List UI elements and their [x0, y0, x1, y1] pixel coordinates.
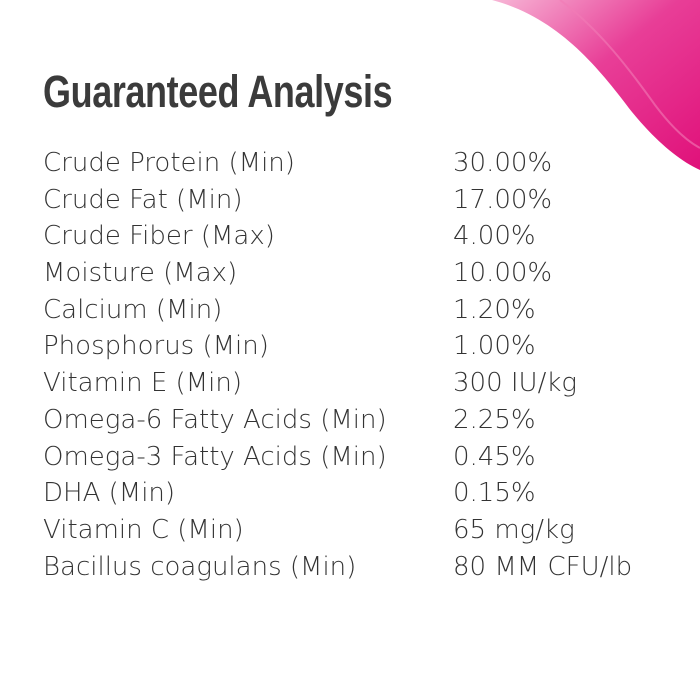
nutrient-name: Vitamin E (Min): [43, 368, 242, 399]
nutrient-value: 10.00%: [453, 258, 553, 289]
table-row: Phosphorus (Min) 1.00%: [0, 328, 700, 365]
nutrient-value: 17.00%: [453, 184, 553, 215]
table-row: Vitamin C (Min) 65 mg/kg: [0, 512, 700, 549]
table-row: Crude Fiber (Max) 4.00%: [0, 218, 700, 255]
nutrient-value: 0.15%: [453, 478, 536, 509]
table-row: Vitamin E (Min) 300 IU/kg: [0, 365, 700, 402]
swoosh-shape: [492, 0, 700, 170]
table-row: DHA (Min) 0.15%: [0, 475, 700, 512]
nutrient-value: 65 mg/kg: [453, 514, 575, 545]
nutrient-value: 300 IU/kg: [453, 368, 578, 399]
table-row: Moisture (Max) 10.00%: [0, 255, 700, 292]
table-row: Crude Fat (Min) 17.00%: [0, 182, 700, 219]
table-row: Calcium (Min) 1.20%: [0, 292, 700, 329]
swoosh-highlight: [559, 0, 700, 149]
nutrient-name: Phosphorus (Min): [43, 331, 269, 362]
table-row: Bacillus coagulans (Min) 80 MM CFU/lb: [0, 549, 700, 586]
nutrient-name: Omega-3 Fatty Acids (Min): [43, 441, 387, 472]
analysis-table: Crude Protein (Min) 30.00% Crude Fat (Min)…: [0, 145, 700, 585]
nutrient-value: 30.00%: [453, 148, 553, 178]
nutrient-name: Moisture (Max): [43, 258, 238, 289]
nutrient-name: Bacillus coagulans (Min): [43, 551, 357, 582]
title: Guaranteed Analysis: [43, 66, 393, 117]
nutrient-value: 0.45%: [453, 441, 536, 472]
nutrient-value: 4.00%: [453, 221, 536, 252]
table-row: Crude Protein (Min) 30.00%: [0, 145, 700, 182]
nutrient-name: Crude Fiber (Max): [43, 221, 275, 252]
nutrient-value: 2.25%: [453, 404, 536, 435]
nutrient-name: Omega-6 Fatty Acids (Min): [43, 404, 387, 435]
nutrient-value: 1.00%: [453, 331, 536, 362]
nutrient-name: Calcium (Min): [43, 294, 223, 325]
nutrient-name: Vitamin C (Min): [43, 514, 244, 545]
nutrient-value: 80 MM CFU/lb: [453, 551, 633, 582]
nutrient-name: DHA (Min): [43, 478, 176, 509]
nutrient-name: Crude Protein (Min): [43, 148, 295, 178]
table-row: Omega-6 Fatty Acids (Min) 2.25%: [0, 402, 700, 439]
table-row: Omega-3 Fatty Acids (Min) 0.45%: [0, 439, 700, 476]
nutrient-value: 1.20%: [453, 294, 536, 325]
nutrient-name: Crude Fat (Min): [43, 184, 243, 215]
